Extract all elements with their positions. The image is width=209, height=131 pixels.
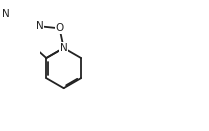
Text: N: N xyxy=(36,21,43,31)
Text: N: N xyxy=(1,9,9,20)
Text: N: N xyxy=(60,43,68,53)
Text: O: O xyxy=(55,23,64,33)
